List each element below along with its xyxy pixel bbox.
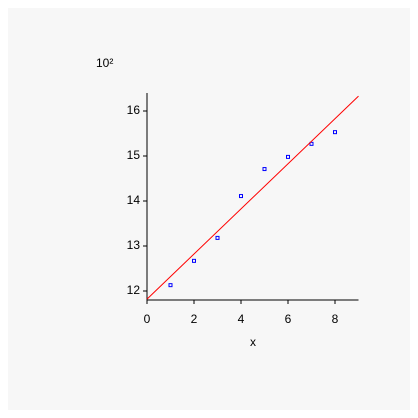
x-axis-label: x bbox=[250, 335, 256, 349]
data-point bbox=[215, 235, 220, 240]
fit-line bbox=[146, 95, 359, 300]
x-tick-label: 2 bbox=[191, 312, 198, 326]
y-tick-label: 14 bbox=[127, 193, 141, 207]
y-tick-label: 13 bbox=[127, 238, 141, 252]
y-tick-label: 16 bbox=[127, 103, 141, 117]
data-point bbox=[239, 194, 243, 199]
data-point bbox=[192, 258, 196, 263]
y-tick-label: 12 bbox=[127, 283, 141, 297]
x-tick-label: 6 bbox=[285, 312, 292, 326]
x-tick-label: 0 bbox=[144, 312, 151, 326]
data-point bbox=[333, 130, 337, 135]
data-point bbox=[286, 154, 290, 159]
x-tick-label: 4 bbox=[238, 312, 245, 326]
data-point bbox=[309, 141, 314, 146]
data-point bbox=[168, 283, 173, 288]
y-multiplier: 10² bbox=[96, 56, 113, 70]
plot-background bbox=[8, 8, 410, 410]
x-tick-label: 8 bbox=[332, 312, 339, 326]
y-tick-label: 15 bbox=[127, 148, 141, 162]
data-point bbox=[262, 167, 267, 172]
